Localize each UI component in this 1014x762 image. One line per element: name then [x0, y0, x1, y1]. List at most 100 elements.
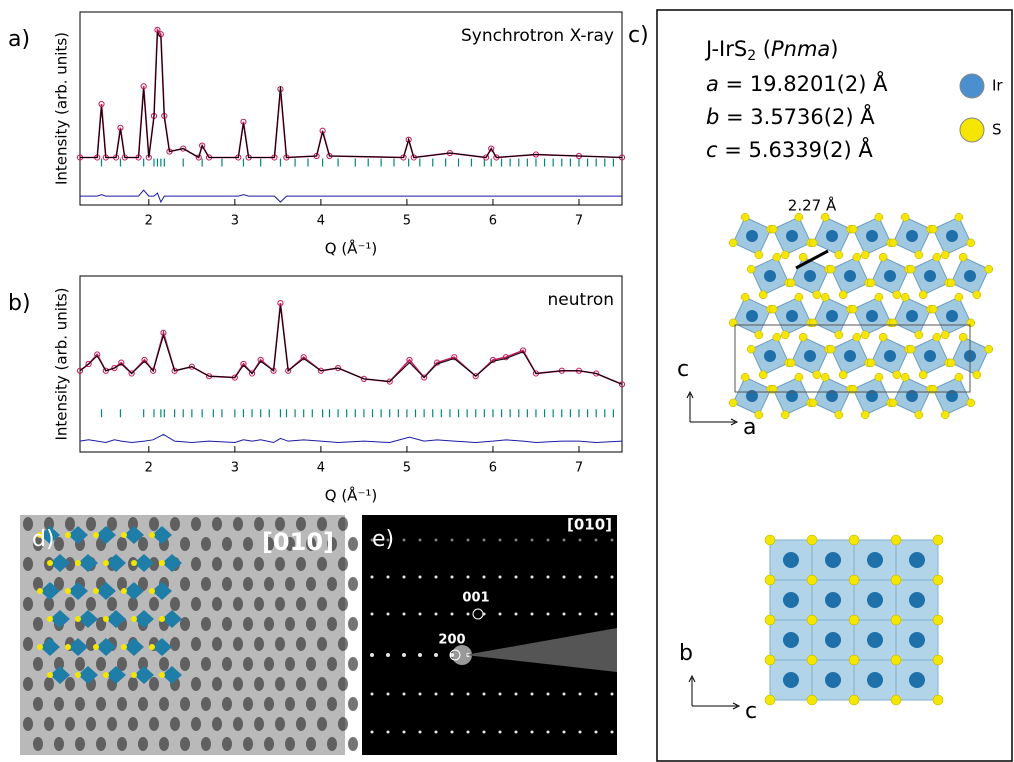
- s-atom: [755, 251, 763, 259]
- plot-frame: [80, 276, 622, 452]
- contrast-blob: [348, 617, 358, 631]
- diffraction-spot: [435, 693, 438, 696]
- contrast-blob: [117, 697, 127, 711]
- contrast-blob: [348, 657, 358, 671]
- contrast-blob: [233, 597, 243, 611]
- diffraction-spot: [451, 576, 454, 579]
- diffraction-spot: [499, 613, 502, 616]
- overlay-atom: [37, 588, 43, 594]
- contrast-blob: [212, 637, 222, 651]
- diffraction-spot: [451, 613, 454, 616]
- contrast-blob: [264, 577, 274, 591]
- series-line: [80, 434, 622, 442]
- diffraction-spot: [579, 731, 582, 734]
- s-atom: [941, 331, 949, 339]
- contrast-blob: [138, 697, 148, 711]
- contrast-blob: [296, 597, 306, 611]
- contrast-blob: [117, 537, 127, 551]
- x-tick-label: 6: [489, 214, 497, 229]
- contrast-blob: [285, 697, 295, 711]
- s-atom: [741, 293, 749, 301]
- contrast-blob: [107, 717, 117, 731]
- contrast-blob: [296, 637, 306, 651]
- s-atom: [891, 695, 901, 705]
- contrast-blob: [138, 537, 148, 551]
- s-atom: [891, 655, 901, 665]
- ir-atom: [826, 310, 838, 322]
- overlay-atom: [103, 672, 109, 678]
- s-atom: [729, 319, 737, 327]
- contrast-blob: [233, 637, 243, 651]
- diffraction-spot: [499, 731, 502, 734]
- contrast-blob: [54, 697, 64, 711]
- contrast-blob: [54, 737, 64, 751]
- diffraction-spot: [547, 731, 550, 734]
- s-atom: [941, 251, 949, 259]
- legend-swatch: [960, 118, 984, 142]
- ir-atom: [946, 230, 958, 242]
- contrast-blob: [212, 717, 222, 731]
- s-atom: [889, 239, 897, 247]
- diffraction-spot: [611, 731, 614, 734]
- contrast-blob: [191, 517, 201, 531]
- diffraction-spot: [418, 653, 422, 657]
- contrast-blob: [348, 697, 358, 711]
- s-atom: [915, 331, 923, 339]
- ir-atom: [909, 632, 925, 648]
- s-atom: [729, 239, 737, 247]
- s-atom: [781, 411, 789, 419]
- s-atom: [839, 371, 847, 379]
- diffraction-spot: [547, 576, 550, 579]
- axis-arrows: [689, 676, 739, 709]
- series-line: [80, 306, 622, 385]
- s-atom: [835, 411, 843, 419]
- contrast-blob: [128, 717, 138, 731]
- s-atom: [807, 535, 817, 545]
- s-atom: [901, 213, 909, 221]
- diffraction-spot: [403, 693, 406, 696]
- contrast-blob: [275, 597, 285, 611]
- axis-label: c: [677, 357, 689, 382]
- diffraction-spot: [531, 576, 534, 579]
- overlay-atom: [93, 644, 99, 650]
- diffraction-spot: [387, 693, 390, 696]
- s-atom: [907, 345, 915, 353]
- contrast-blob: [212, 597, 222, 611]
- lattice-param: a = 19.8201(2) Å: [706, 70, 888, 96]
- s-atom: [809, 239, 817, 247]
- contrast-blob: [327, 657, 337, 671]
- diffraction-spot: [419, 539, 422, 542]
- s-atom: [765, 615, 775, 625]
- contrast-blob: [317, 677, 327, 691]
- diffraction-spot: [370, 653, 374, 657]
- s-atom: [755, 331, 763, 339]
- s-atom: [933, 655, 943, 665]
- s-atom: [901, 293, 909, 301]
- s-atom: [933, 695, 943, 705]
- contrast-blob: [44, 717, 54, 731]
- contrast-blob: [33, 737, 43, 751]
- s-atom: [901, 373, 909, 381]
- structure-bc: [765, 535, 943, 705]
- contrast-blob: [128, 677, 138, 691]
- ir-atom: [804, 270, 816, 282]
- contrast-blob: [201, 577, 211, 591]
- contrast-blob: [338, 597, 348, 611]
- s-atom: [889, 399, 897, 407]
- overlay-atom: [149, 532, 155, 538]
- s-atom: [891, 535, 901, 545]
- s-atom: [747, 345, 755, 353]
- spot-label: 200: [438, 633, 465, 648]
- contrast-blob: [44, 677, 54, 691]
- contrast-blob: [285, 657, 295, 671]
- contrast-blob: [264, 697, 274, 711]
- s-atom: [919, 371, 927, 379]
- contrast-blob: [201, 537, 211, 551]
- contrast-blob: [191, 597, 201, 611]
- ir-atom: [909, 592, 925, 608]
- legend-label: S: [992, 121, 1002, 139]
- contrast-blob: [327, 697, 337, 711]
- s-atom: [787, 359, 795, 367]
- formula: J-IrS: [704, 37, 747, 61]
- contrast-blob: [201, 737, 211, 751]
